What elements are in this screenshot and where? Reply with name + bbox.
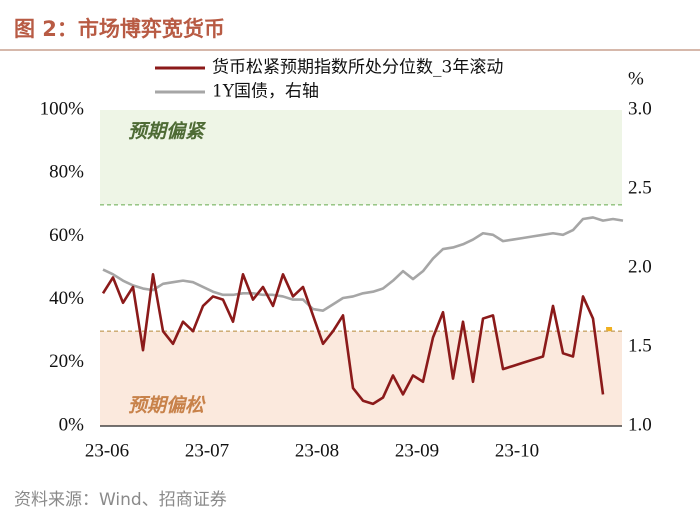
band	[100, 110, 622, 205]
y2-tick-label: 3.0	[628, 98, 652, 119]
y-tick-label: 0%	[59, 414, 85, 435]
y2-tick-label: 1.0	[628, 414, 652, 435]
y-tick-label: 20%	[49, 351, 84, 372]
x-tick-label: 23-09	[395, 440, 439, 461]
figure-title: 图 2：市场博弈宽货币	[14, 17, 225, 41]
y2-tick-label: 2.0	[628, 256, 652, 277]
x-tick-label: 23-06	[85, 440, 129, 461]
y-tick-label: 80%	[49, 162, 84, 183]
series-line	[102, 216, 624, 312]
series-line	[101, 273, 605, 406]
x-tick-label: 23-10	[495, 440, 539, 461]
source-note: 资料来源：Wind、招商证券	[14, 490, 227, 510]
x-tick-label: 23-07	[185, 440, 229, 461]
x-tick-label: 23-08	[295, 440, 339, 461]
y-tick-label: 100%	[40, 98, 85, 119]
legend-label: 1Y国债，右轴	[212, 82, 319, 102]
band	[100, 331, 622, 426]
y-tick-label: 60%	[49, 225, 84, 246]
band-label: 预期偏紧	[128, 121, 207, 143]
y-tick-label: 40%	[49, 288, 84, 309]
band-label: 预期偏松	[128, 395, 206, 417]
y2-tick-label: 1.5	[628, 335, 652, 356]
y2-unit: %	[628, 68, 644, 89]
y2-tick-label: 2.5	[628, 177, 652, 198]
legend-label: 货币松紧预期指数所处分位数_3年滚动	[212, 58, 503, 78]
